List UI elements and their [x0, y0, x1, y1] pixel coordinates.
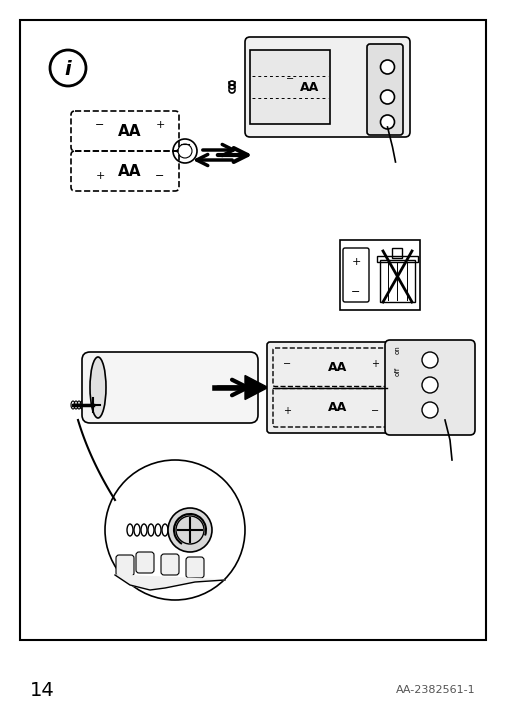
Text: −: − — [282, 359, 290, 369]
Circle shape — [421, 402, 437, 418]
Text: AA: AA — [328, 361, 347, 373]
Text: +: + — [282, 406, 290, 416]
Ellipse shape — [90, 357, 106, 418]
Circle shape — [380, 115, 394, 129]
FancyBboxPatch shape — [161, 554, 179, 575]
FancyBboxPatch shape — [116, 555, 134, 576]
Bar — [20, 20, 485, 640]
Circle shape — [380, 90, 394, 104]
FancyBboxPatch shape — [82, 352, 258, 423]
Text: −: − — [155, 171, 164, 181]
Text: i: i — [65, 59, 71, 79]
FancyBboxPatch shape — [384, 340, 474, 435]
Text: +: + — [95, 171, 105, 181]
Bar — [392, 248, 401, 258]
Text: AA: AA — [328, 401, 347, 414]
FancyBboxPatch shape — [244, 37, 409, 137]
Polygon shape — [115, 575, 225, 590]
Text: +: + — [370, 359, 378, 369]
Text: −: − — [95, 120, 105, 130]
FancyBboxPatch shape — [267, 342, 392, 433]
FancyBboxPatch shape — [136, 552, 154, 573]
Text: 14: 14 — [30, 680, 55, 700]
Bar — [249, 50, 329, 124]
Text: AA: AA — [118, 164, 141, 178]
Text: AA: AA — [300, 81, 319, 94]
Circle shape — [168, 508, 212, 552]
Text: −: − — [370, 406, 378, 416]
FancyBboxPatch shape — [366, 44, 402, 135]
Circle shape — [105, 460, 244, 600]
Polygon shape — [244, 376, 268, 400]
Bar — [339, 240, 419, 310]
Text: +: + — [155, 120, 164, 130]
Circle shape — [421, 352, 437, 368]
Text: AA: AA — [118, 124, 141, 139]
FancyBboxPatch shape — [186, 557, 204, 578]
Bar — [376, 256, 417, 262]
Circle shape — [380, 60, 394, 74]
Circle shape — [421, 377, 437, 393]
Circle shape — [85, 397, 101, 413]
Text: +: + — [350, 257, 360, 267]
Text: on: on — [394, 346, 400, 354]
Text: off: off — [394, 367, 400, 376]
Text: AA-2382561-1: AA-2382561-1 — [395, 685, 475, 695]
Text: −: − — [350, 287, 360, 297]
Text: −: − — [285, 74, 293, 84]
